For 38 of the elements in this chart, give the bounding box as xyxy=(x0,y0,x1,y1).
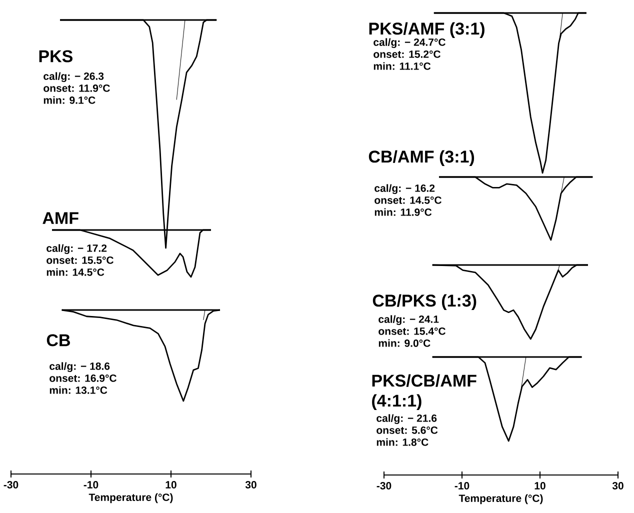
annotation: min: 13.1°C xyxy=(50,386,108,394)
x-tick-label: 30 xyxy=(245,481,256,488)
text: CB xyxy=(46,334,70,346)
annotation: cal/g: − 24.7°C xyxy=(374,38,446,48)
text: PKS/CB/AMF (4:1:1) xyxy=(372,374,476,410)
chart-title: AMF xyxy=(42,212,78,224)
annotation: onset: 15.2°C xyxy=(374,50,441,58)
text: min: 9.0°C xyxy=(378,339,430,347)
annotation: onset: 11.9°C xyxy=(44,84,110,92)
annotation: cal/g: − 26.3 xyxy=(44,72,104,82)
x-tick-label: 10 xyxy=(166,481,176,488)
annotation: min: 11.1°C xyxy=(374,62,431,70)
x-tick-label: -30 xyxy=(376,482,392,490)
annotation: onset: 16.9°C xyxy=(50,374,117,382)
annotation: onset: 14.5°C xyxy=(374,196,442,204)
text: PKS xyxy=(39,50,72,62)
annotation: min: 1.8°C xyxy=(376,438,428,446)
x-tick-label: 10 xyxy=(534,482,546,490)
annotation: min: 9.1°C xyxy=(44,96,96,104)
annotation: min: 14.5°C xyxy=(46,268,104,276)
x-tick-label: -10 xyxy=(454,482,470,490)
annotation: onset: 5.6°C xyxy=(376,426,438,434)
annotation: min: 11.9°C xyxy=(374,208,432,216)
annotation: onset: 15.5°C xyxy=(46,256,114,264)
annotation: cal/g: − 24.1 xyxy=(378,315,439,326)
chart-title: CB/AMF (3:1) xyxy=(368,150,474,166)
text: PKS/AMF (3:1) xyxy=(369,22,484,38)
annotation: cal/g: − 16.2 xyxy=(374,184,435,194)
x-tick-label: -10 xyxy=(84,481,98,488)
annotation: cal/g: − 18.6 xyxy=(50,362,110,372)
annotation: onset: 15.4°C xyxy=(378,327,446,335)
text: CB/PKS (1:3) xyxy=(372,294,476,310)
annotation: cal/g: − 21.6 xyxy=(376,414,437,424)
x-tick-label: 30 xyxy=(612,482,624,490)
annotation: cal/g: − 17.2 xyxy=(46,244,107,254)
x-axis-title: Temperature (°C) xyxy=(458,494,543,504)
x-axis-title: Temperature (°C) xyxy=(88,493,173,504)
x-tick-label: -30 xyxy=(4,481,18,488)
